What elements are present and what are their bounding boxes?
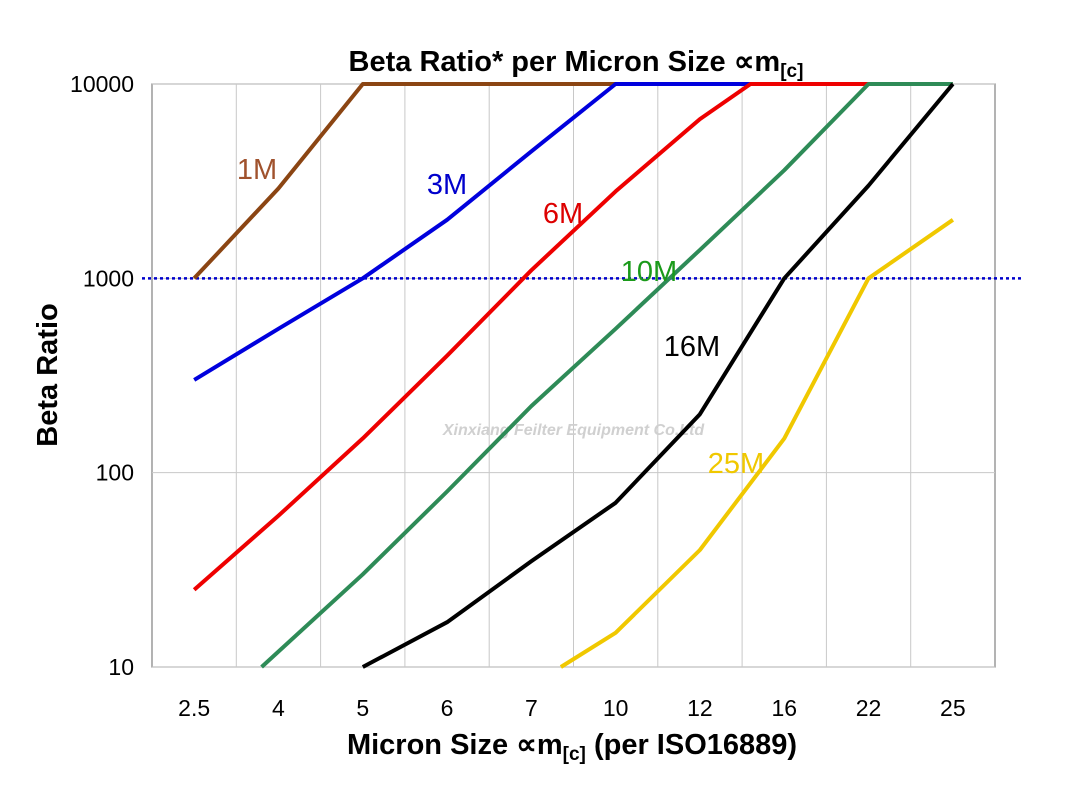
series-label-6m: 6M xyxy=(543,198,583,230)
series-label-1m: 1M xyxy=(237,154,277,186)
x-tick-label: 16 xyxy=(771,695,797,721)
y-axis-title: Beta Ratio xyxy=(32,303,64,446)
series-label-10m: 10M xyxy=(621,256,677,288)
x-tick-label: 6 xyxy=(441,695,454,721)
grid-lines xyxy=(152,83,995,668)
x-axis-title: Micron Size ∝m[c] (per ISO16889) xyxy=(347,729,797,765)
x-tick-label: 4 xyxy=(272,695,285,721)
series-lines xyxy=(192,82,955,669)
series-line-10m xyxy=(260,82,953,669)
x-tick-label: 22 xyxy=(856,695,882,721)
x-tick-label: 12 xyxy=(687,695,713,721)
series-label-3m: 3M xyxy=(427,169,467,201)
y-tick-label: 100 xyxy=(96,460,134,486)
x-tick-label: 2.5 xyxy=(178,695,210,721)
chart-title: Beta Ratio* per Micron Size ∝m[c] xyxy=(349,46,804,82)
y-tick-label: 10 xyxy=(108,654,134,680)
watermark-text: Xinxiang Feilter Equipment Co.Ltd xyxy=(442,422,706,439)
series-line-6m xyxy=(192,82,953,592)
series-labels: 1M 3M 6M 10M 16M 25M xyxy=(237,154,764,480)
y-tick-label: 1000 xyxy=(83,265,134,291)
x-tick-label: 25 xyxy=(940,695,966,721)
x-tick-label: 10 xyxy=(603,695,629,721)
axis-ticks: 2.5 4 5 6 7 10 12 16 22 25 10 100 1000 10000 xyxy=(70,71,966,721)
y-tick-label: 10000 xyxy=(70,71,134,97)
series-line-25m xyxy=(559,218,955,669)
series-label-25m: 25M xyxy=(708,448,764,480)
x-tick-label: 7 xyxy=(525,695,538,721)
x-tick-label: 5 xyxy=(356,695,369,721)
series-line-16m xyxy=(361,82,955,669)
series-label-16m: 16M xyxy=(664,331,720,363)
